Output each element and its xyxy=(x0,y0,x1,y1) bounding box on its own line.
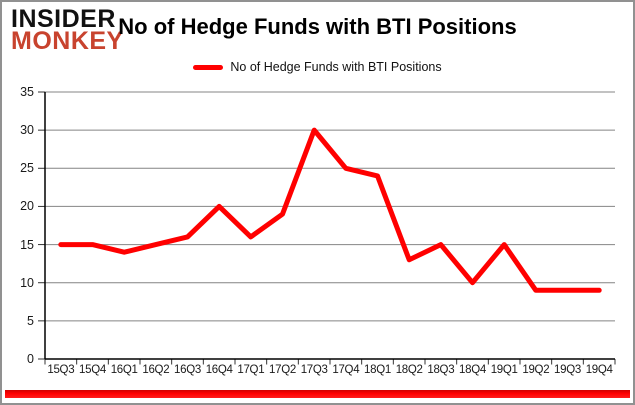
x-axis-label-18Q2: 18Q2 xyxy=(395,364,423,376)
x-axis-label-15Q4: 15Q4 xyxy=(79,364,106,376)
x-axis-label-16Q4: 16Q4 xyxy=(205,364,233,376)
chart-legend: No of Hedge Funds with BTI Positions xyxy=(2,60,633,74)
x-axis-label-16Q3: 16Q3 xyxy=(174,364,201,376)
x-axis-label-19Q2: 19Q2 xyxy=(522,364,550,376)
x-axis-label-17Q1: 17Q1 xyxy=(237,364,265,376)
logo-insider: INSIDER xyxy=(11,5,116,33)
bottom-red-rule xyxy=(5,390,630,398)
legend-label: No of Hedge Funds with BTI Positions xyxy=(230,60,442,74)
x-axis-label-17Q4: 17Q4 xyxy=(332,364,360,376)
y-axis-label-5: 5 xyxy=(27,313,34,328)
x-axis-label-18Q4: 18Q4 xyxy=(459,364,486,376)
x-axis-label-18Q1: 18Q1 xyxy=(364,364,391,376)
y-axis-label-0: 0 xyxy=(27,352,34,366)
legend-line-swatch xyxy=(193,64,224,70)
y-axis-label-35: 35 xyxy=(20,85,34,99)
x-axis-label-16Q2: 16Q2 xyxy=(142,364,170,376)
y-axis-label-30: 30 xyxy=(20,123,34,138)
insider-monkey-logo: INSIDER MONKEY xyxy=(11,5,124,55)
x-axis-label-18Q3: 18Q3 xyxy=(427,364,455,376)
x-axis-label-17Q3: 17Q3 xyxy=(300,364,328,376)
y-axis-label-10: 10 xyxy=(20,275,34,290)
x-axis-label-17Q2: 17Q2 xyxy=(269,364,296,376)
logo-monkey: MONKEY xyxy=(11,27,124,55)
y-axis-label-25: 25 xyxy=(20,161,34,176)
x-axis-label-19Q1: 19Q1 xyxy=(490,364,518,376)
y-axis-label-20: 20 xyxy=(20,199,34,214)
x-axis-label-19Q4: 19Q4 xyxy=(585,364,613,376)
x-axis-label-19Q3: 19Q3 xyxy=(554,364,581,376)
x-axis-label-15Q3: 15Q3 xyxy=(47,364,75,376)
series-line xyxy=(58,127,602,293)
chart-title: No of Hedge Funds with BTI Positions xyxy=(118,14,517,39)
y-axis-label-15: 15 xyxy=(20,237,34,252)
x-axis-label-16Q1: 16Q1 xyxy=(110,364,138,376)
